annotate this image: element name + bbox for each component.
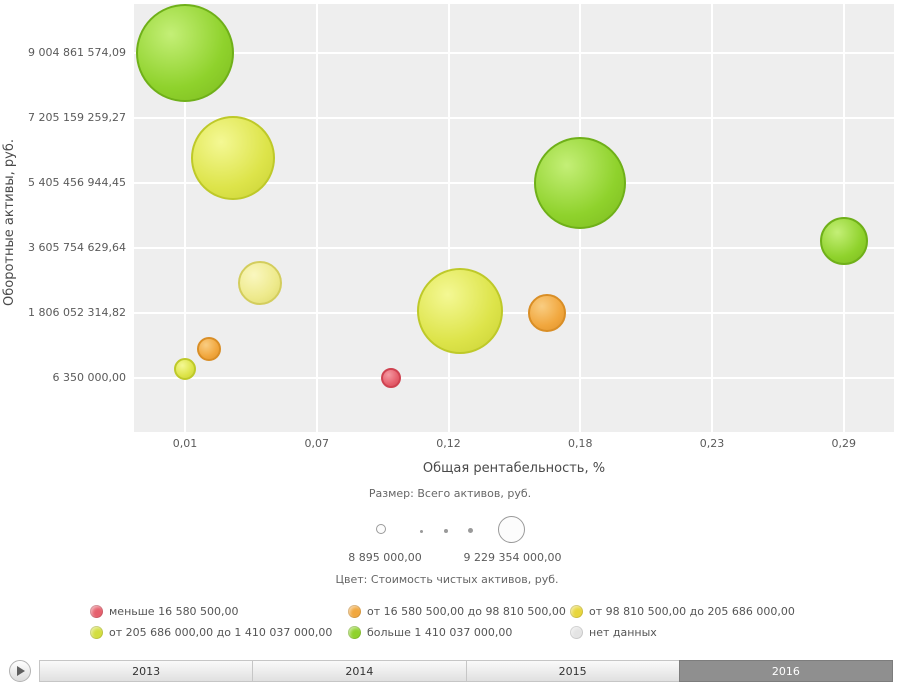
legend-label: от 98 810 500,00 до 205 686 000,00 xyxy=(589,605,795,618)
legend-item[interactable]: нет данных xyxy=(570,626,885,639)
legend-item[interactable]: от 98 810 500,00 до 205 686 000,00 xyxy=(570,605,885,618)
bubble[interactable] xyxy=(528,294,567,332)
timeline-year-2015[interactable]: 2015 xyxy=(465,660,680,682)
size-scale-min-circle xyxy=(376,524,386,534)
plot-area xyxy=(134,4,894,432)
x-tick-label: 0,23 xyxy=(699,437,725,450)
x-tick-label: 0,07 xyxy=(304,437,330,450)
gridline-horizontal xyxy=(134,377,894,379)
y-tick-label: 9 004 861 574,09 xyxy=(28,46,126,59)
y-tick-label: 6 350 000,00 xyxy=(52,371,126,384)
x-tick-label: 0,18 xyxy=(568,437,593,450)
size-max-label: 9 229 354 000,00 xyxy=(463,551,562,564)
legend-item[interactable]: от 16 580 500,00 до 98 810 500,00 xyxy=(348,605,570,618)
bubble[interactable] xyxy=(237,260,282,305)
legend-swatch xyxy=(348,605,361,618)
bubble[interactable] xyxy=(136,4,234,102)
legend-label: нет данных xyxy=(589,626,657,639)
timeline-year-2014[interactable]: 2014 xyxy=(252,660,467,682)
legend-label: меньше 16 580 500,00 xyxy=(109,605,239,618)
gridline-horizontal xyxy=(134,182,894,184)
size-min-label: 8 895 000,00 xyxy=(348,551,422,564)
legend-swatch xyxy=(570,605,583,618)
legend-label: больше 1 410 037 000,00 xyxy=(367,626,513,639)
legend-item[interactable]: от 205 686 000,00 до 1 410 037 000,00 xyxy=(90,626,348,639)
gridline-vertical xyxy=(184,4,186,432)
gridline-horizontal xyxy=(134,247,894,249)
size-scale-dot xyxy=(420,530,423,533)
y-axis-title: Оборотные активы, руб. xyxy=(2,139,17,307)
color-legend-title: Цвет: Стоимость чистых активов, руб. xyxy=(335,573,559,586)
size-scale-max-circle xyxy=(498,516,525,543)
legend-swatch xyxy=(90,605,103,618)
legend-label: от 16 580 500,00 до 98 810 500,00 xyxy=(367,605,566,618)
size-scale-dot xyxy=(468,528,473,533)
bubble[interactable] xyxy=(380,368,401,388)
gridline-vertical xyxy=(711,4,714,432)
legend-swatch xyxy=(570,626,583,639)
legend-swatch xyxy=(348,626,361,639)
x-tick-label: 0,12 xyxy=(436,437,461,450)
y-tick-label: 3 605 754 629,64 xyxy=(28,241,126,254)
gridline-horizontal xyxy=(134,312,894,314)
x-tick-label: 0,29 xyxy=(831,437,857,450)
bubble[interactable] xyxy=(416,268,503,355)
timeline-years: 2013 2014 2015 2016 xyxy=(39,660,893,682)
y-tick-label: 7 205 159 259,27 xyxy=(28,111,126,124)
bubble[interactable] xyxy=(197,337,222,362)
legend-item[interactable]: больше 1 410 037 000,00 xyxy=(348,626,570,639)
legend-label: от 205 686 000,00 до 1 410 037 000,00 xyxy=(109,626,333,639)
bubble[interactable] xyxy=(534,137,627,229)
size-legend-title: Размер: Всего активов, руб. xyxy=(368,487,532,500)
gridline-horizontal xyxy=(134,117,894,119)
x-axis-title: Общая рентабельность, % xyxy=(422,461,606,476)
size-scale-dot xyxy=(444,529,448,533)
bubble[interactable] xyxy=(819,216,868,265)
legend-item[interactable]: меньше 16 580 500,00 xyxy=(90,605,348,618)
timeline-year-2013[interactable]: 2013 xyxy=(39,660,254,682)
color-legend: меньше 16 580 500,00 от 16 580 500,00 до … xyxy=(90,601,885,643)
x-tick-label: 0,01 xyxy=(172,437,198,450)
gridline-vertical xyxy=(315,4,318,432)
bubble[interactable] xyxy=(174,358,196,381)
y-tick-label: 5 405 456 944,45 xyxy=(28,176,126,189)
gridline-horizontal xyxy=(134,52,894,54)
timeline-year-2016[interactable]: 2016 xyxy=(678,660,893,682)
y-tick-label: 1 806 052 314,82 xyxy=(28,306,126,319)
gridline-vertical xyxy=(447,4,450,432)
bubble[interactable] xyxy=(191,115,276,200)
play-button[interactable] xyxy=(9,660,31,682)
play-icon xyxy=(17,666,25,676)
legend-swatch xyxy=(90,626,103,639)
